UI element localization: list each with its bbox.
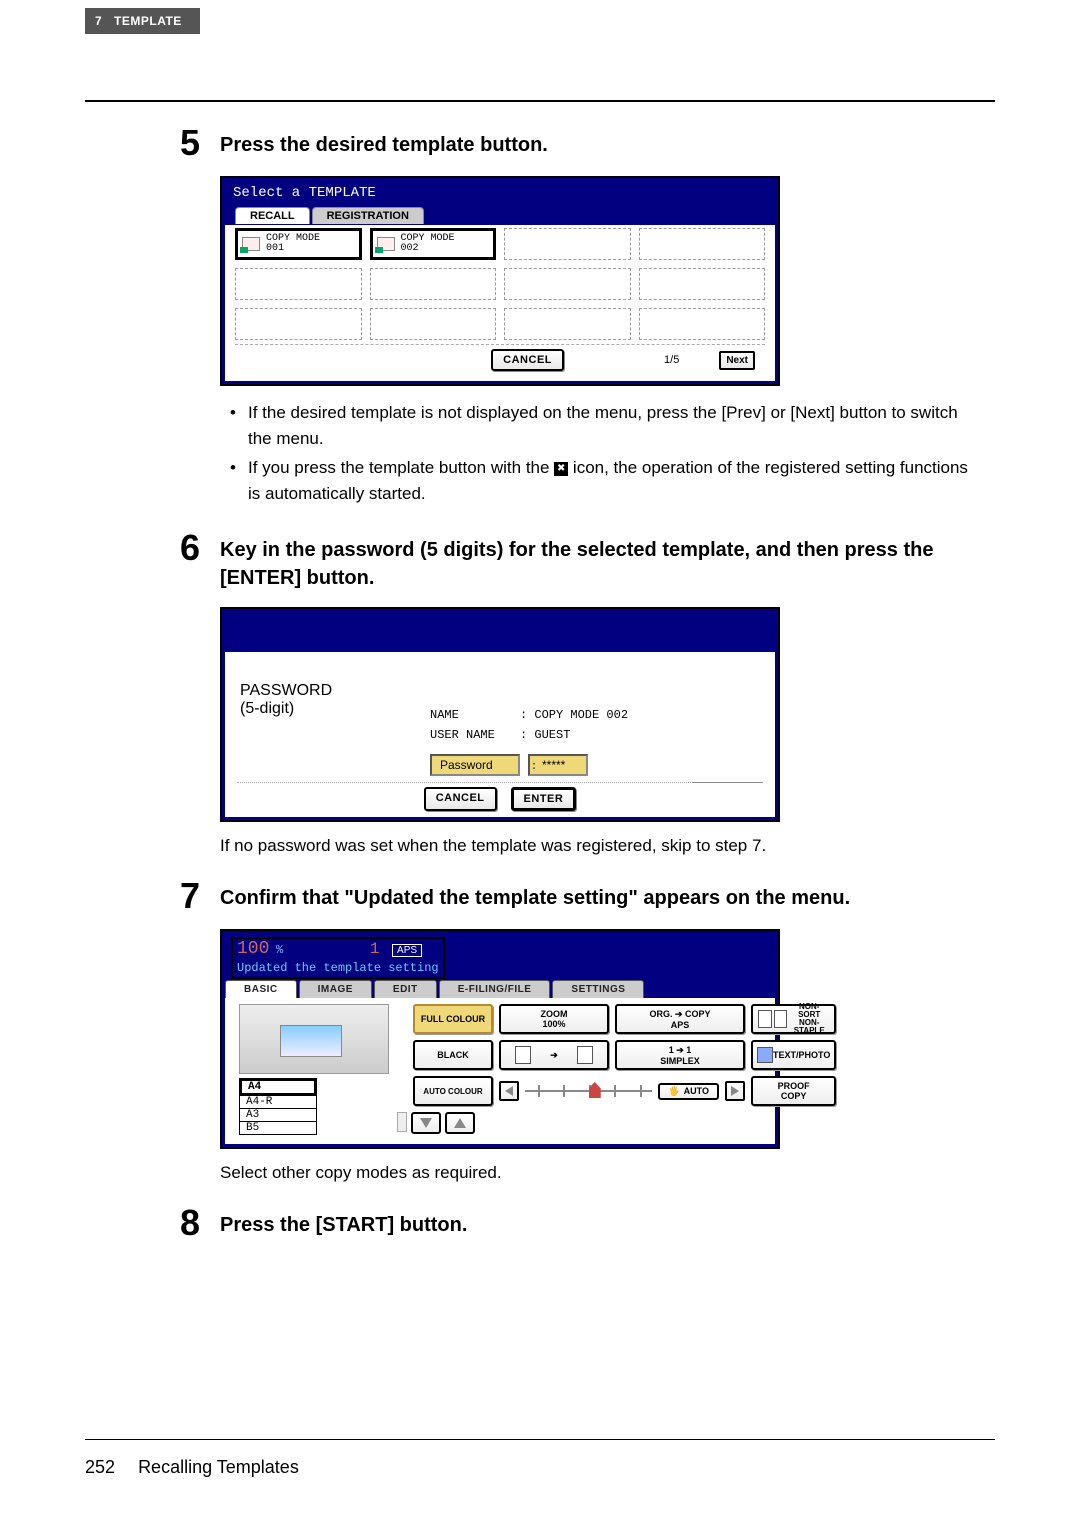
password-value[interactable]: *****: [542, 758, 565, 772]
tab-settings[interactable]: SETTINGS: [552, 980, 644, 998]
step-title: Press the desired template button.: [220, 125, 548, 159]
template-empty[interactable]: [639, 268, 766, 300]
template-select-screenshot: Select a TEMPLATE RECALL REGISTRATION CO…: [220, 176, 780, 386]
step-number: 5: [180, 125, 220, 161]
template-empty[interactable]: [504, 268, 631, 300]
page-number: 252: [85, 1457, 115, 1477]
chapter-title: TEMPLATE: [114, 14, 182, 28]
name-value: : COPY MODE 002: [520, 708, 628, 722]
auto-start-icon: ✖: [554, 462, 568, 476]
status-message: Updated the template setting: [237, 961, 439, 975]
paper-a4[interactable]: A4: [239, 1078, 317, 1096]
step5-notes: If the desired template is not displayed…: [230, 400, 970, 506]
template-icon: [242, 237, 260, 251]
step-title: Press the [START] button.: [220, 1205, 467, 1239]
template-num: 001: [266, 244, 320, 254]
aps-badge: APS: [392, 944, 422, 957]
doc-icon: [774, 1010, 788, 1028]
step-number: 8: [180, 1205, 220, 1241]
step7-note: Select other copy modes as required.: [220, 1163, 970, 1183]
zoom-button[interactable]: ZOOM 100%: [499, 1004, 609, 1034]
auto-colour-button[interactable]: AUTO COLOUR: [413, 1076, 493, 1106]
org-copy-button[interactable]: ORG. ➔ COPY APS: [615, 1004, 745, 1034]
chapter-number: 7: [95, 14, 102, 28]
chapter-header: 7 TEMPLATE: [85, 8, 200, 34]
template-empty[interactable]: [639, 228, 766, 260]
up-button[interactable]: [445, 1112, 475, 1134]
password-screen-header: [225, 612, 775, 652]
copier-illustration: [239, 1004, 389, 1074]
name-key: NAME: [430, 708, 520, 722]
page-icon: [577, 1046, 593, 1064]
book-icon: [757, 1047, 773, 1063]
section-title: Recalling Templates: [138, 1457, 299, 1477]
template-icon: [377, 237, 395, 251]
template-empty[interactable]: [639, 308, 766, 340]
tab-edit[interactable]: EDIT: [374, 980, 437, 998]
percent: %: [276, 943, 283, 957]
template-empty[interactable]: [504, 308, 631, 340]
tab-registration[interactable]: REGISTRATION: [312, 207, 424, 224]
template-num: 002: [401, 244, 455, 254]
template-button-1[interactable]: COPY MODE 001: [235, 228, 362, 260]
bullet င1: If the desired template is not displayed…: [230, 400, 970, 451]
density-slider[interactable]: [525, 1085, 652, 1097]
black-button[interactable]: BLACK: [413, 1040, 493, 1070]
step-number: 6: [180, 530, 220, 566]
cancel-button[interactable]: CANCEL: [491, 349, 564, 371]
step-title: Key in the password (5 digits) for the s…: [220, 530, 970, 592]
page-icon: [515, 1046, 531, 1064]
density-right[interactable]: [725, 1081, 745, 1101]
down-button[interactable]: [411, 1112, 441, 1134]
doc-icon: [758, 1010, 772, 1028]
bottom-rule: [85, 1439, 995, 1440]
full-colour-button[interactable]: FULL COLOUR: [413, 1004, 493, 1034]
qty: 1: [370, 940, 380, 958]
paper-a3[interactable]: A3: [239, 1108, 317, 1122]
step6-note: If no password was set when the template…: [220, 836, 970, 856]
step-8: 8 Press the [START] button.: [180, 1205, 970, 1241]
paper-b5[interactable]: B5: [239, 1121, 317, 1135]
simplex-button[interactable]: 1 ➔ 1 SIMPLEX: [615, 1040, 745, 1070]
username-key: USER NAME: [430, 728, 520, 742]
tab-efiling[interactable]: E-FILING/FILE: [439, 980, 551, 998]
password-screenshot: PASSWORD (5-digit) NAME : COPY MODE 002 …: [220, 607, 780, 822]
page-indicator: 1/5: [664, 354, 679, 366]
textphoto-button[interactable]: TEXT/PHOTO: [751, 1040, 836, 1070]
tray-icon: [397, 1112, 407, 1132]
username-value: : GUEST: [520, 728, 570, 742]
step-6: 6 Key in the password (5 digits) for the…: [180, 530, 970, 592]
password-field-label: Password: [430, 754, 520, 776]
tab-recall[interactable]: RECALL: [235, 207, 310, 224]
template-empty[interactable]: [370, 268, 497, 300]
step-number: 7: [180, 878, 220, 914]
template-empty[interactable]: [235, 308, 362, 340]
zoom-value: 100: [237, 939, 269, 959]
nonsort-button[interactable]: NON-SORT NON-STAPLE: [751, 1004, 836, 1034]
next-button[interactable]: Next: [719, 351, 755, 370]
template-empty[interactable]: [504, 228, 631, 260]
tab-basic[interactable]: BASIC: [225, 980, 297, 998]
simplex-icons[interactable]: ➔: [499, 1040, 609, 1070]
cancel-button[interactable]: CANCEL: [424, 787, 497, 811]
paper-a4r[interactable]: A4-R: [239, 1095, 317, 1109]
page-footer: 252 Recalling Templates: [85, 1457, 299, 1478]
template-empty[interactable]: [370, 308, 497, 340]
tab-image[interactable]: IMAGE: [299, 980, 372, 998]
password-label: PASSWORD: [240, 682, 332, 700]
enter-button[interactable]: ENTER: [511, 787, 577, 811]
density-left[interactable]: [499, 1081, 519, 1101]
top-rule: [85, 100, 995, 102]
step-7: 7 Confirm that "Updated the template set…: [180, 878, 970, 914]
proof-copy-button[interactable]: PROOF COPY: [751, 1076, 836, 1106]
template-empty[interactable]: [235, 268, 362, 300]
confirm-screenshot: 100 % 1 APS Updated the template setting…: [220, 929, 780, 1149]
template-button-2[interactable]: COPY MODE 002: [370, 228, 497, 260]
step-title: Confirm that "Updated the template setti…: [220, 878, 850, 912]
password-sublabel: (5-digit): [240, 700, 332, 718]
step-5: 5 Press the desired template button.: [180, 125, 970, 161]
bullet-2: If you press the template button with th…: [230, 455, 970, 506]
auto-density-button[interactable]: 🖐AUTO: [658, 1083, 719, 1100]
